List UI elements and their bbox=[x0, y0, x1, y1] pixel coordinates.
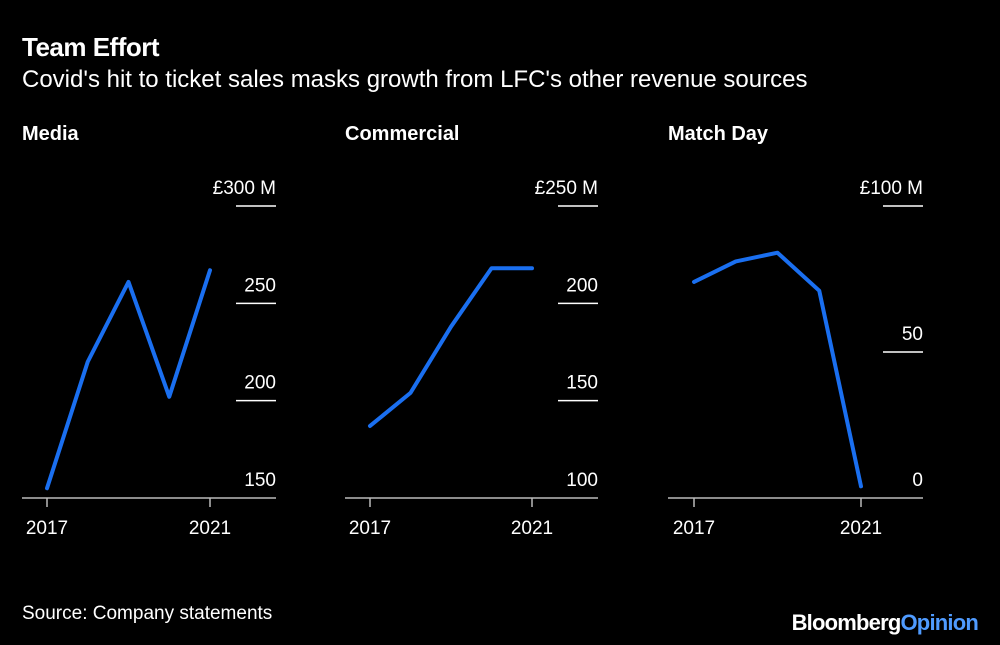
series-line-match-day bbox=[692, 250, 863, 489]
y-tick-label: 200 bbox=[566, 275, 598, 296]
x-tick-label: 2017 bbox=[26, 518, 68, 539]
source-note: Source: Company statements bbox=[22, 603, 273, 624]
bloomberg-opinion-logo: BloombergOpinion bbox=[791, 610, 979, 635]
y-tick-label: 150 bbox=[244, 470, 276, 491]
panel-title: Match Day bbox=[668, 123, 769, 145]
y-tick-label: 250 bbox=[244, 275, 276, 296]
series-line-commercial bbox=[368, 266, 534, 428]
y-tick-label: 200 bbox=[244, 373, 276, 394]
y-tick-label: £100 M bbox=[860, 178, 923, 199]
y-tick-label: 150 bbox=[566, 373, 598, 394]
series-line-media bbox=[45, 268, 212, 491]
x-tick-label: 2017 bbox=[673, 518, 715, 539]
y-tick-label: 0 bbox=[912, 470, 923, 491]
chart-subtitle: Covid's hit to ticket sales masks growth… bbox=[22, 66, 808, 93]
y-tick-label: 50 bbox=[902, 324, 923, 345]
y-tick-label: £250 M bbox=[535, 178, 598, 199]
x-tick-label: 2021 bbox=[189, 518, 231, 539]
x-tick-label: 2021 bbox=[511, 518, 553, 539]
y-tick-label: £300 M bbox=[213, 178, 276, 199]
y-tick-label: 100 bbox=[566, 470, 598, 491]
chart-title: Team Effort bbox=[22, 32, 160, 62]
x-tick-label: 2021 bbox=[840, 518, 882, 539]
panel-title: Commercial bbox=[345, 123, 460, 145]
panel-title: Media bbox=[22, 123, 80, 145]
x-tick-label: 2017 bbox=[349, 518, 391, 539]
